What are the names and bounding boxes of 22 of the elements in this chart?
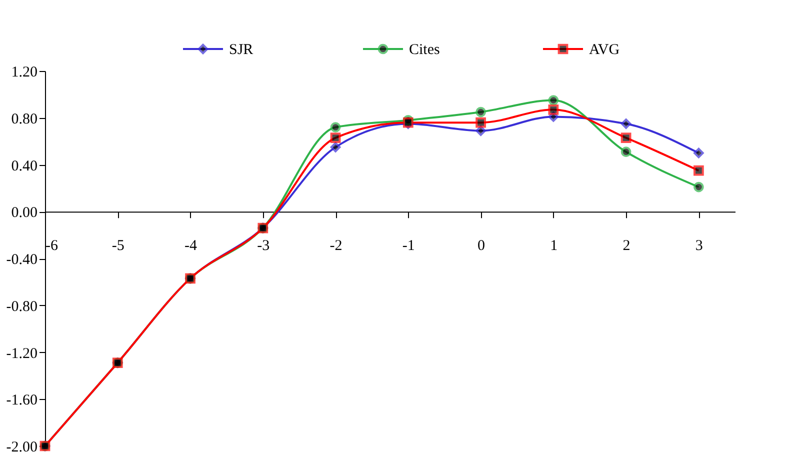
x-tick-label: 1 xyxy=(550,238,558,254)
y-tick-label: 1.20 xyxy=(11,64,38,80)
x-tick-label: -4 xyxy=(184,238,198,254)
y-tick-label: 0.40 xyxy=(11,158,38,174)
y-tick-label: 0.80 xyxy=(11,111,38,128)
y-tick-label: -0.40 xyxy=(6,252,38,268)
x-tick-label: -5 xyxy=(112,238,124,254)
x-tick-label: 3 xyxy=(695,238,703,254)
legend-label: Cites xyxy=(409,42,440,58)
x-tick-label: -1 xyxy=(402,238,415,254)
x-tick-label: -2 xyxy=(330,238,342,254)
legend-label: SJR xyxy=(229,42,254,58)
y-tick-label: 0.00 xyxy=(11,205,38,222)
y-tick-label: -0.80 xyxy=(6,298,38,315)
x-tick-label: 0 xyxy=(478,238,486,254)
y-tick-label: -2.00 xyxy=(6,440,38,456)
legend-label: AVG xyxy=(589,42,620,58)
x-tick-label: -6 xyxy=(46,238,58,254)
y-tick-label: -1.60 xyxy=(6,392,38,409)
x-tick-label: 2 xyxy=(622,238,630,254)
x-tick-label: -3 xyxy=(257,238,270,254)
y-tick-label: -1.20 xyxy=(6,346,38,362)
